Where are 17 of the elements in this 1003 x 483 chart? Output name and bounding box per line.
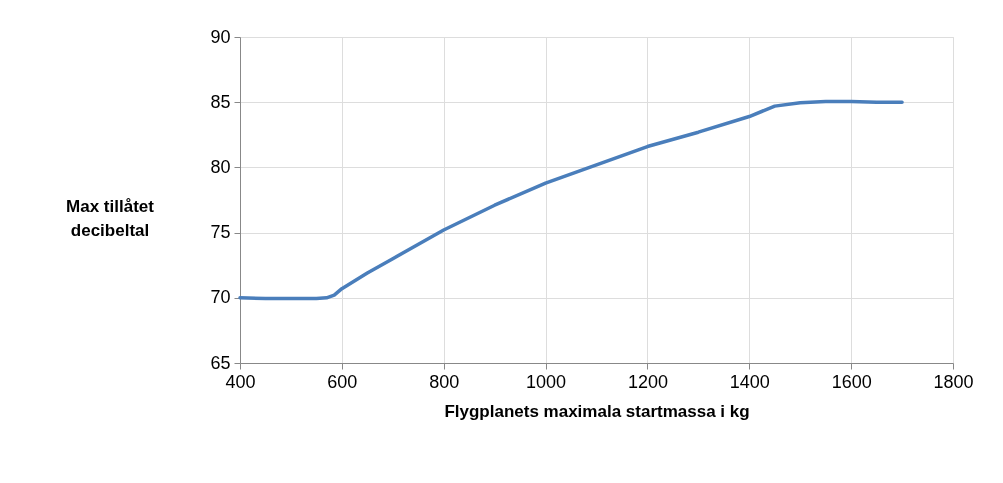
- y-tick-label: 65: [210, 352, 231, 373]
- x-tick-label: 1600: [831, 371, 872, 392]
- x-tick-label: 400: [225, 371, 256, 392]
- x-tick-label: 600: [327, 371, 358, 392]
- x-tick-label: 1800: [933, 371, 974, 392]
- y-axis-title: Max tillåtet decibeltal: [66, 196, 155, 240]
- x-tick-label: 1200: [627, 371, 668, 392]
- y-tick-label: 85: [210, 91, 231, 112]
- x-tick-label: 800: [429, 371, 460, 392]
- x-tick-label: 1000: [526, 371, 567, 392]
- y-tick-label: 90: [210, 26, 231, 47]
- x-tick-label: 1400: [729, 371, 770, 392]
- line-series: [238, 99, 904, 301]
- y-tick-label: 75: [210, 222, 231, 243]
- x-axis-title: Flygplanets maximala startmassa i kg: [444, 401, 750, 421]
- y-tick-label: 80: [210, 156, 231, 177]
- y-tick-label: 70: [210, 287, 231, 308]
